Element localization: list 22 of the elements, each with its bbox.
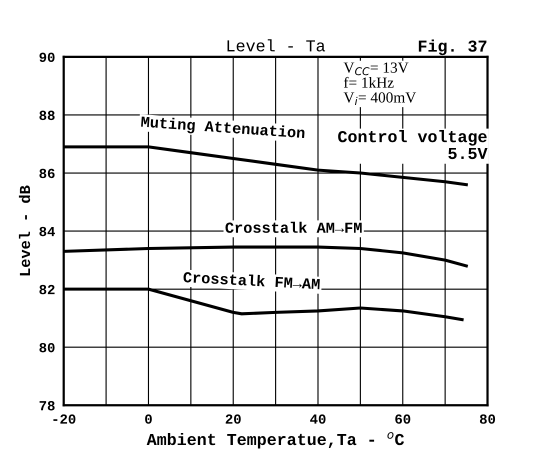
chart-title: Level - Ta bbox=[228, 39, 326, 52]
series-label: Crosstalk AM→FM bbox=[225, 222, 362, 233]
y-tick-label: 84 bbox=[39, 226, 55, 236]
x-tick-label: 40 bbox=[310, 414, 326, 424]
y-tick-label: 82 bbox=[39, 284, 55, 294]
series-label: Muting Attenuation bbox=[140, 116, 305, 142]
x-tick-label: 80 bbox=[480, 414, 496, 424]
y-tick-label: 90 bbox=[39, 52, 55, 62]
y-axis-title: Level - dB bbox=[18, 186, 30, 276]
caption: Fig. 37 bbox=[418, 40, 486, 56]
x-tick-label: -20 bbox=[53, 414, 76, 424]
y-tick-label: 86 bbox=[39, 168, 55, 178]
x-tick-label: 0 bbox=[145, 414, 152, 424]
x-tick-label: 20 bbox=[226, 414, 241, 424]
annotation: Control voltage 5.5V bbox=[338, 130, 488, 160]
x-tick-label: 60 bbox=[395, 414, 410, 424]
annotation: V$_{CC}$= 13V f= 1kHz V$_{i}$= 400mV bbox=[344, 62, 416, 105]
x-axis-title: Ambient Temperatue,Ta - $^{o}$C bbox=[146, 432, 404, 448]
y-tick-label: 80 bbox=[39, 342, 55, 352]
y-tick-label: 88 bbox=[39, 110, 55, 120]
series-label: Crosstalk FM→AM bbox=[183, 271, 320, 290]
y-tick-label: 78 bbox=[40, 401, 55, 410]
